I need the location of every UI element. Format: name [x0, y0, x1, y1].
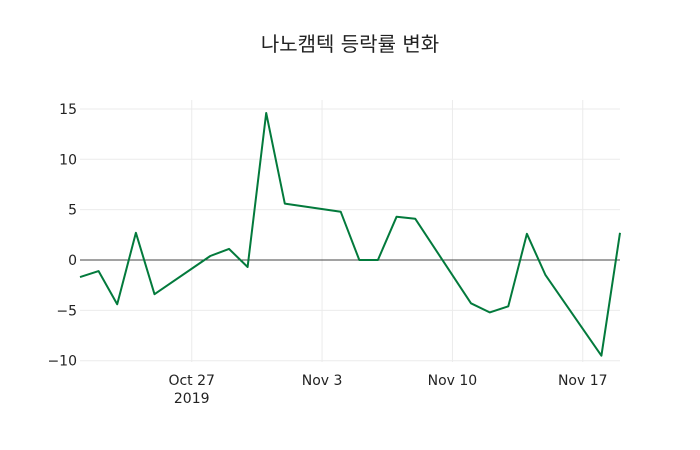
x-tick-label: Nov 10 — [428, 373, 478, 389]
y-axis-ticks: −10 −5 0 5 10 15 — [47, 102, 77, 370]
y-tick-label: −5 — [56, 303, 77, 319]
x-tick-year: 2019 — [174, 391, 210, 407]
y-tick-label: 5 — [68, 203, 77, 219]
x-axis-ticks: Oct 27 2019 Nov 3 Nov 10 Nov 17 — [168, 373, 607, 407]
y-tick-label: −10 — [47, 354, 77, 370]
y-tick-label: 0 — [68, 253, 77, 269]
x-tick-label: Nov 3 — [302, 373, 343, 389]
grid-lines — [80, 100, 620, 362]
y-tick-label: 15 — [59, 102, 77, 118]
x-tick-label: Oct 27 — [168, 373, 214, 389]
y-tick-label: 10 — [59, 152, 77, 168]
chart-title: 나노캠텍 등락률 변화 — [260, 32, 440, 56]
data-line — [79, 112, 621, 357]
x-tick-label: Nov 17 — [558, 373, 608, 389]
